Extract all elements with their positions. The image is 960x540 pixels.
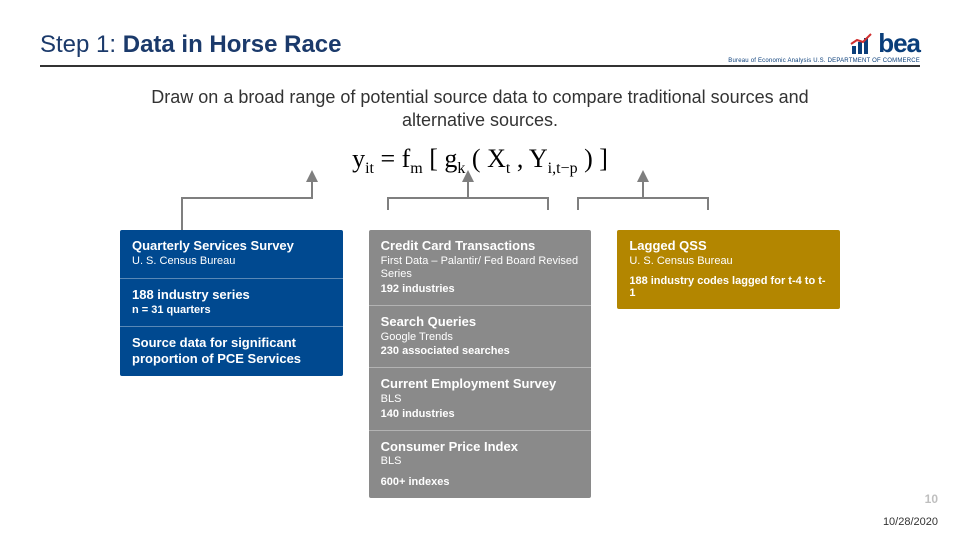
block-heading: Current Employment Survey [381, 376, 580, 392]
block-heading: 188 industry series [132, 287, 331, 303]
formula-lhs-sub: it [365, 160, 374, 177]
bea-logo: bea Bureau of Economic Analysis U.S. DEP… [850, 28, 920, 59]
block-heading: Source data for significant proportion o… [132, 335, 331, 366]
block-subtext: Google Trends [381, 331, 580, 345]
formula-fm: f [402, 144, 411, 173]
formula: yit = fm [ gk ( Xt , Yi,t−p ) ] [0, 144, 960, 178]
formula-y: Y [529, 144, 548, 173]
title-step: Step 1: [40, 31, 116, 58]
block-heading: Credit Card Transactions [381, 238, 580, 254]
title-row: Step 1: Data in Horse Race bea Bureau of… [40, 28, 920, 67]
formula-fm-sub: m [410, 160, 422, 177]
block-subtext: U. S. Census Bureau [132, 255, 331, 269]
block-bold: 230 associated searches [381, 345, 580, 357]
block-heading: Search Queries [381, 314, 580, 330]
formula-gk-sub: k [457, 160, 465, 177]
formula-lhs-var: y [352, 144, 365, 173]
subtitle: Draw on a broad range of potential sourc… [120, 86, 840, 131]
block-bold: n = 31 quarters [132, 304, 331, 316]
column-qss: Quarterly Services SurveyU. S. Census Bu… [120, 230, 343, 376]
formula-rp: ) [584, 144, 593, 173]
block-bold: 192 industries [381, 283, 580, 295]
info-block: Current Employment SurveyBLS140 industri… [369, 368, 592, 430]
info-block: 188 industry seriesn = 31 quarters [120, 279, 343, 327]
block-subtext: BLS [381, 455, 580, 469]
block-heading: Quarterly Services Survey [132, 238, 331, 254]
block-spacer [381, 469, 580, 475]
info-block: Quarterly Services SurveyU. S. Census Bu… [120, 230, 343, 279]
info-block: Credit Card TransactionsFirst Data – Pal… [369, 230, 592, 306]
title-rest: Data in Horse Race [123, 31, 342, 58]
formula-y-sub: i,t−p [548, 160, 578, 177]
block-bold: 188 industry codes lagged for t-4 to t-1 [629, 275, 828, 299]
formula-lb1: [ [429, 144, 438, 173]
block-heading: Lagged QSS [629, 238, 828, 254]
block-subtext: First Data – Palantir/ Fed Board Revised… [381, 255, 580, 283]
block-subtext: U. S. Census Bureau [629, 255, 828, 269]
formula-lp: ( [472, 144, 481, 173]
block-subtext: BLS [381, 393, 580, 407]
formula-comma: , [517, 144, 529, 173]
column-lagged: Lagged QSSU. S. Census Bureau 188 industr… [617, 230, 840, 309]
formula-gk: g [444, 144, 457, 173]
bea-logo-subtext: Bureau of Economic Analysis U.S. DEPARTM… [728, 58, 920, 64]
info-block: Source data for significant proportion o… [120, 327, 343, 376]
info-block: Search QueriesGoogle Trends230 associate… [369, 306, 592, 368]
block-heading: Consumer Price Index [381, 439, 580, 455]
block-bold: 140 industries [381, 408, 580, 420]
formula-eq: = [380, 144, 401, 173]
bea-logo-text: bea [878, 28, 920, 59]
formula-x: X [487, 144, 506, 173]
block-bold: 600+ indexes [381, 476, 580, 488]
bea-logo-icon [850, 32, 874, 56]
footer-date: 10/28/2020 [883, 516, 938, 528]
page-title: Step 1: Data in Horse Race [40, 31, 342, 59]
block-spacer [629, 268, 828, 274]
page-number: 10 [925, 492, 938, 506]
column-alternative: Credit Card TransactionsFirst Data – Pal… [369, 230, 592, 498]
formula-x-sub: t [506, 160, 510, 177]
columns-board: Quarterly Services SurveyU. S. Census Bu… [120, 230, 840, 498]
info-block: Lagged QSSU. S. Census Bureau 188 industr… [617, 230, 840, 309]
info-block: Consumer Price IndexBLS 600+ indexes [369, 431, 592, 498]
formula-rb1: ] [599, 144, 608, 173]
